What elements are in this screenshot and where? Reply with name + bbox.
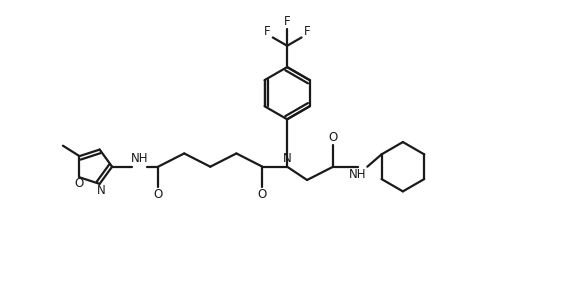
Text: F: F	[304, 25, 311, 38]
Text: F: F	[284, 15, 291, 28]
Text: O: O	[75, 177, 84, 190]
Text: O: O	[258, 188, 267, 201]
Text: O: O	[154, 188, 163, 201]
Text: NH: NH	[131, 152, 148, 165]
Text: O: O	[329, 131, 338, 144]
Text: N: N	[283, 152, 292, 165]
Text: NH: NH	[349, 168, 366, 181]
Text: N: N	[97, 184, 106, 197]
Text: F: F	[264, 25, 270, 38]
